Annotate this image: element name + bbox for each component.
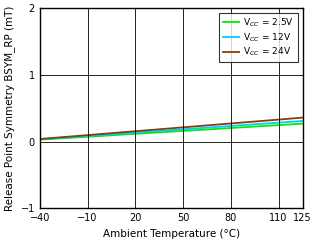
X-axis label: Ambient Temperature (°C): Ambient Temperature (°C) (103, 229, 240, 239)
Line: V$_{CC}$ = 12V: V$_{CC}$ = 12V (40, 121, 302, 139)
V$_{CC}$ = 24V (38, 138, 42, 140)
V$_{CC}$ = 2.5V (301, 122, 304, 125)
V$_{CC}$ = 24V (301, 116, 304, 119)
V$_{CC}$ = 12V (288, 121, 291, 123)
V$_{CC}$ = 24V (278, 118, 282, 121)
V$_{CC}$ = 2.5V (48, 138, 52, 140)
V$_{CC}$ = 2.5V (278, 123, 282, 126)
V$_{CC}$ = 2.5V (288, 123, 291, 126)
V$_{CC}$ = 12V (54, 137, 58, 140)
V$_{CC}$ = 12V (87, 134, 90, 137)
V$_{CC}$ = 2.5V (54, 137, 58, 140)
V$_{CC}$ = 2.5V (87, 135, 90, 138)
V$_{CC}$ = 24V (288, 117, 291, 120)
Line: V$_{CC}$ = 24V: V$_{CC}$ = 24V (40, 118, 302, 139)
V$_{CC}$ = 12V (48, 137, 52, 140)
Legend: V$_{CC}$ = 2.5V, V$_{CC}$ = 12V, V$_{CC}$ = 24V: V$_{CC}$ = 2.5V, V$_{CC}$ = 12V, V$_{CC}… (219, 13, 298, 62)
V$_{CC}$ = 12V (38, 138, 42, 141)
V$_{CC}$ = 2.5V (108, 134, 112, 137)
V$_{CC}$ = 2.5V (38, 138, 42, 141)
V$_{CC}$ = 12V (108, 133, 112, 136)
V$_{CC}$ = 24V (108, 132, 112, 135)
V$_{CC}$ = 12V (278, 121, 282, 124)
V$_{CC}$ = 24V (48, 137, 52, 139)
Y-axis label: Release Point Symmetry BSYM_RP (mT): Release Point Symmetry BSYM_RP (mT) (4, 6, 15, 211)
V$_{CC}$ = 24V (87, 134, 90, 137)
Line: V$_{CC}$ = 2.5V: V$_{CC}$ = 2.5V (40, 124, 302, 140)
V$_{CC}$ = 24V (54, 136, 58, 139)
V$_{CC}$ = 12V (301, 120, 304, 122)
